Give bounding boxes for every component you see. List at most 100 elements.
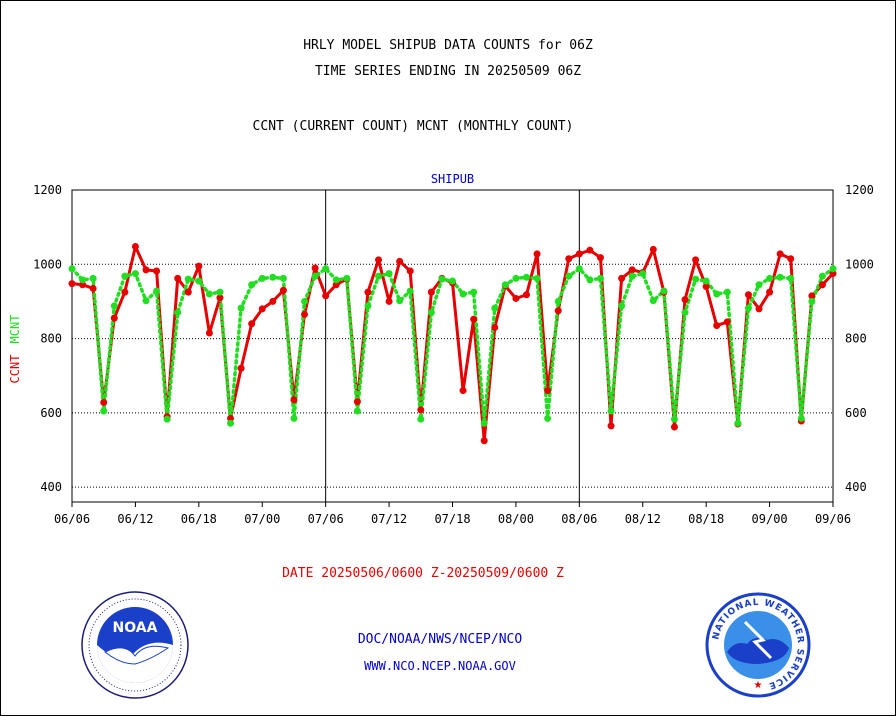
data-point-ccnt	[301, 310, 309, 318]
data-point-mcnt	[322, 265, 330, 273]
data-point-mcnt	[311, 272, 319, 280]
data-point-mcnt	[829, 265, 837, 273]
x-tick-label: 06/12	[117, 512, 153, 526]
data-point-mcnt	[522, 273, 530, 281]
data-point-mcnt	[385, 270, 393, 278]
data-point-mcnt	[723, 288, 731, 296]
y-tick-label-left: 800	[40, 332, 62, 346]
x-tick-label: 07/18	[434, 512, 470, 526]
data-point-mcnt	[449, 277, 456, 285]
data-point-ccnt	[68, 280, 76, 288]
data-point-ccnt	[586, 246, 594, 254]
x-tick-label: 08/06	[561, 512, 597, 526]
agency-credit: DOC/NOAA/NWS/NCEP/NCO	[357, 632, 523, 647]
x-tick-label: 07/06	[308, 512, 344, 526]
data-point-mcnt	[565, 272, 573, 280]
data-point-ccnt	[459, 387, 467, 395]
data-point-ccnt	[818, 281, 826, 289]
data-point-ccnt	[681, 296, 689, 304]
data-point-ccnt	[596, 254, 604, 262]
data-point-ccnt	[205, 329, 213, 337]
data-point-ccnt	[618, 274, 626, 282]
data-point-ccnt	[332, 281, 340, 289]
data-point-mcnt	[438, 275, 446, 283]
data-point-mcnt	[417, 415, 425, 423]
data-point-ccnt	[607, 422, 615, 430]
data-point-ccnt	[248, 320, 256, 328]
data-point-mcnt	[153, 287, 161, 295]
data-point-mcnt	[818, 272, 826, 280]
x-tick-label: 08/12	[625, 512, 661, 526]
y-tick-label-right: 600	[845, 406, 867, 420]
data-point-mcnt	[660, 287, 668, 295]
data-point-mcnt	[692, 275, 700, 283]
data-point-ccnt	[269, 297, 277, 305]
data-point-mcnt	[797, 414, 805, 422]
data-point-ccnt	[396, 257, 404, 265]
data-point-mcnt	[248, 281, 256, 289]
data-point-mcnt	[681, 309, 689, 317]
data-point-mcnt	[237, 304, 245, 312]
data-point-ccnt	[565, 255, 573, 263]
data-point-ccnt	[692, 256, 700, 264]
chart-subtitle: CCNT (CURRENT COUNT) MCNT (MONTHLY COUNT…	[252, 119, 574, 134]
data-point-mcnt	[406, 287, 414, 295]
data-point-ccnt	[184, 288, 192, 296]
y-tick-label-left: 1200	[33, 183, 62, 197]
plot-area	[71, 189, 834, 503]
data-point-ccnt	[533, 250, 541, 258]
data-point-ccnt	[131, 242, 139, 250]
series-line-ccnt	[70, 245, 835, 443]
data-point-mcnt	[596, 274, 604, 282]
data-point-mcnt	[290, 414, 298, 422]
data-point-mcnt	[470, 288, 478, 296]
data-point-ccnt	[544, 387, 552, 395]
data-point-ccnt	[417, 406, 425, 414]
data-point-mcnt	[163, 415, 171, 423]
data-point-mcnt	[501, 281, 509, 289]
data-point-ccnt	[364, 288, 372, 296]
y-tick-label-left: 400	[40, 480, 62, 494]
data-point-ccnt	[311, 264, 319, 272]
data-point-mcnt	[110, 302, 118, 310]
data-point-ccnt	[628, 266, 636, 274]
data-point-mcnt	[89, 274, 97, 282]
data-point-ccnt	[766, 288, 774, 296]
data-point-mcnt	[100, 407, 108, 415]
data-point-mcnt	[427, 309, 435, 317]
data-point-mcnt	[205, 290, 213, 298]
data-point-ccnt	[121, 288, 129, 296]
data-point-mcnt	[639, 270, 647, 278]
data-point-mcnt	[787, 274, 795, 282]
data-point-mcnt	[216, 288, 224, 296]
data-point-mcnt	[459, 290, 467, 298]
data-point-mcnt	[79, 276, 87, 284]
data-point-ccnt	[427, 288, 435, 296]
x-tick-label: 09/06	[815, 512, 851, 526]
data-point-mcnt	[195, 277, 203, 285]
data-point-mcnt	[755, 281, 763, 289]
data-point-ccnt	[110, 314, 118, 322]
data-point-mcnt	[512, 274, 520, 282]
data-point-ccnt	[375, 256, 383, 264]
data-point-mcnt	[353, 407, 361, 415]
data-point-mcnt	[670, 415, 678, 423]
x-tick-label: 09/00	[752, 512, 788, 526]
data-point-ccnt	[227, 414, 235, 422]
data-point-ccnt	[755, 305, 763, 313]
data-point-mcnt	[766, 274, 774, 282]
data-point-mcnt	[713, 290, 721, 298]
y-axis-label-mcnt: MCNT	[8, 315, 22, 344]
data-point-ccnt	[522, 291, 530, 299]
data-point-ccnt	[174, 274, 182, 282]
data-point-ccnt	[470, 315, 478, 323]
data-point-mcnt	[121, 272, 129, 280]
x-tick-label: 08/00	[498, 512, 534, 526]
data-point-mcnt	[301, 297, 309, 305]
data-point-ccnt	[89, 284, 97, 292]
data-point-ccnt	[480, 437, 488, 445]
data-point-ccnt	[787, 255, 795, 263]
data-point-mcnt	[279, 274, 287, 282]
data-point-ccnt	[649, 245, 657, 253]
